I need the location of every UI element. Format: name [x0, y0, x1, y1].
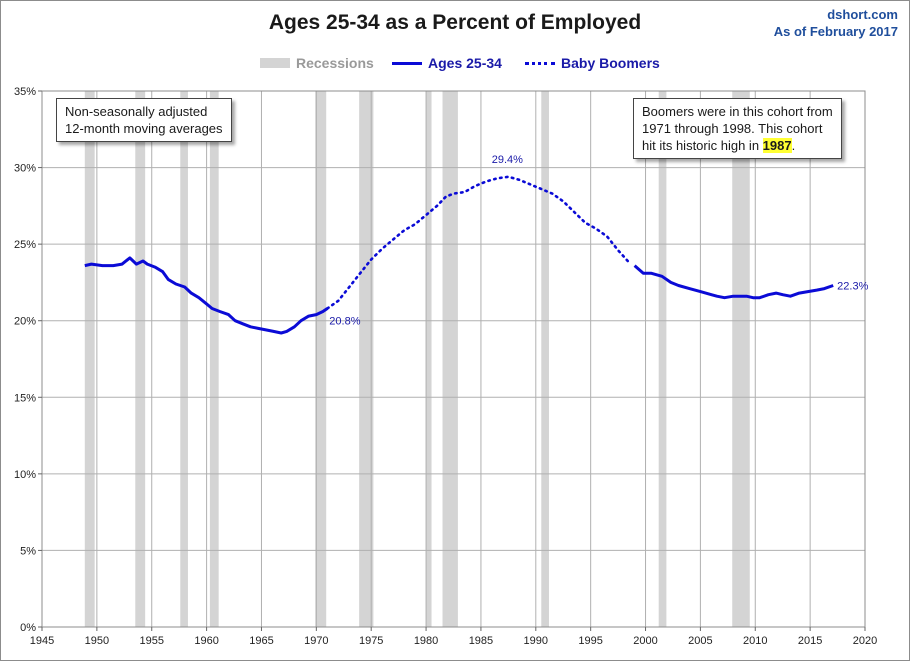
recession-band	[84, 91, 95, 627]
recession-band	[658, 91, 667, 627]
y-tick-label: 5%	[20, 545, 36, 557]
note-method: Non-seasonally adjusted 12-month moving …	[56, 98, 232, 142]
chart-title: Ages 25-34 as a Percent of Employed	[268, 11, 642, 34]
legend-label-recessions: Recessions	[296, 55, 374, 71]
x-tick-label: 1995	[578, 635, 602, 647]
recession-band	[426, 91, 432, 627]
recession-band	[180, 91, 188, 627]
x-tick-label: 1955	[139, 635, 163, 647]
legend-label-ages: Ages 25-34	[428, 55, 502, 71]
y-tick-label: 20%	[14, 316, 36, 328]
data-label: 29.4%	[492, 154, 523, 166]
x-tick-label: 2020	[853, 635, 877, 647]
plot-border	[41, 90, 866, 628]
legend-label-boomers: Baby Boomers	[561, 55, 660, 71]
legend-swatch-boomers	[525, 61, 555, 65]
series-line-ages-25-34	[633, 264, 834, 300]
note-method-line1: Non-seasonally adjusted	[65, 104, 208, 119]
x-tick-label: 2010	[743, 635, 767, 647]
note-boomers-line3: hit its historic high in 1987.	[642, 137, 833, 154]
x-tick-label: 1980	[414, 635, 438, 647]
source-block: dshort.com As of February 2017	[774, 6, 898, 40]
recession-band	[541, 91, 549, 627]
legend-item-ages: Ages 25-34	[392, 53, 502, 73]
y-tick-label: 30%	[14, 163, 36, 175]
x-tick-label: 1965	[249, 635, 273, 647]
note-boomers-line1: Boomers were in this cohort from	[642, 104, 833, 119]
y-tick-label: 35%	[14, 86, 36, 98]
legend: Recessions Ages 25-34 Baby Boomers	[0, 53, 910, 73]
note-boomers-line3-post: .	[791, 138, 796, 153]
source-site: dshort.com	[827, 7, 898, 22]
x-tick-label: 2000	[633, 635, 657, 647]
source-asof: As of February 2017	[773, 24, 898, 39]
note-boomers-highlight-year: 1987	[762, 138, 792, 153]
y-tick-label: 0%	[20, 622, 36, 634]
y-tick-label: 15%	[14, 392, 36, 404]
legend-swatch-ages	[392, 61, 422, 65]
recession-band	[315, 91, 327, 627]
x-tick-label: 1945	[30, 635, 54, 647]
y-tick-label: 25%	[14, 239, 36, 251]
note-boomers: Boomers were in this cohort from 1971 th…	[633, 98, 842, 159]
x-tick-label: 1960	[194, 635, 218, 647]
x-tick-label: 1975	[359, 635, 383, 647]
recession-band	[135, 91, 146, 627]
legend-item-recessions: Recessions	[260, 53, 374, 73]
legend-swatch-recessions	[260, 58, 290, 68]
recession-band	[732, 91, 750, 627]
x-tick-label: 1990	[524, 635, 548, 647]
x-tick-label: 1970	[304, 635, 328, 647]
y-tick-label: 10%	[14, 469, 36, 481]
data-label: 22.3%	[837, 280, 868, 292]
series-line-baby-boomers	[325, 175, 631, 310]
note-boomers-line3-pre: hit its historic high in	[642, 138, 763, 153]
data-label: 20.8%	[329, 315, 360, 327]
x-tick-label: 2015	[798, 635, 822, 647]
x-tick-label: 1950	[85, 635, 109, 647]
note-boomers-line2: 1971 through 1998. This cohort	[642, 121, 823, 136]
recession-band	[209, 91, 219, 627]
note-method-line2: 12-month moving averages	[65, 121, 223, 136]
legend-item-boomers: Baby Boomers	[525, 53, 660, 73]
series-line-ages-25-34	[84, 256, 329, 335]
x-tick-label: 1985	[469, 635, 493, 647]
x-tick-label: 2005	[688, 635, 712, 647]
recession-band	[359, 91, 374, 627]
recession-band	[442, 91, 458, 627]
